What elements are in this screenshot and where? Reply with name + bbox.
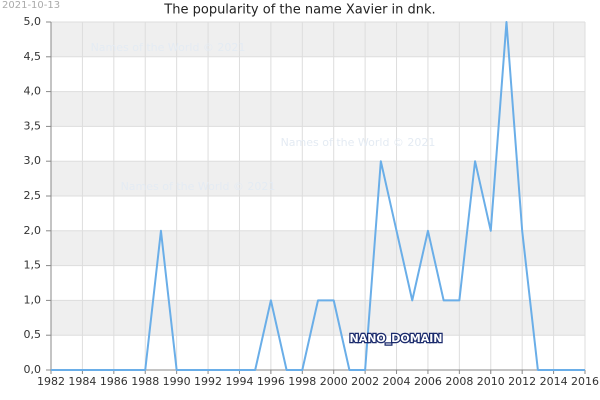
- band: [51, 22, 585, 57]
- y-tick-label: 0,5: [24, 328, 42, 341]
- x-tick-label: 1996: [257, 375, 285, 388]
- line: [51, 21, 585, 371]
- x-tick-label: 1992: [194, 375, 222, 388]
- band: [51, 230, 585, 266]
- y-tick-label: 3,0: [24, 154, 42, 167]
- y-tick-label: 2,5: [24, 189, 42, 202]
- y-tick-label: 5,0: [24, 15, 42, 28]
- y-tick-label: 4,5: [24, 50, 42, 63]
- x-tick-label: 1984: [68, 375, 96, 388]
- x-tick-label: 1988: [131, 375, 159, 388]
- y-tick-label: 1,0: [24, 293, 42, 306]
- x-tick-label: 2004: [383, 375, 411, 388]
- chart-title: The popularity of the name Xavier in dnk…: [163, 3, 435, 18]
- band: [51, 91, 585, 127]
- watermark: Names of the World © 2021: [281, 136, 436, 149]
- y-tick-label: 2,0: [24, 224, 42, 237]
- x-tick-label: 2006: [414, 375, 442, 388]
- x-tick-label: 1994: [225, 375, 253, 388]
- x-tick-label: 1982: [37, 375, 65, 388]
- x-tick-label: 2014: [540, 375, 568, 388]
- date: 2021-10-13: [2, 0, 60, 11]
- x-tick-label: 2010: [477, 375, 505, 388]
- brand: NANO_DOMAIN: [349, 332, 442, 345]
- y-tick-label: 4,0: [24, 85, 42, 98]
- y-tick-label: 3,5: [24, 119, 42, 132]
- x-tick-label: 2000: [320, 375, 348, 388]
- x-tick-label: 2012: [508, 375, 536, 388]
- x-tick-label: 2002: [351, 375, 379, 388]
- y-tick-label: 0,0: [24, 363, 42, 376]
- x-tick-label: 1990: [163, 375, 191, 388]
- y-tick-label: 1,5: [24, 259, 42, 272]
- x-tick-label: 2016: [571, 375, 599, 388]
- x-tick-label: 1986: [100, 375, 128, 388]
- watermark: Names of the World © 2021: [121, 180, 276, 193]
- watermark: Names of the World © 2021: [91, 41, 246, 54]
- band: [51, 300, 585, 336]
- x-tick-label: 2008: [445, 375, 473, 388]
- x-tick-label: 1998: [288, 375, 316, 388]
